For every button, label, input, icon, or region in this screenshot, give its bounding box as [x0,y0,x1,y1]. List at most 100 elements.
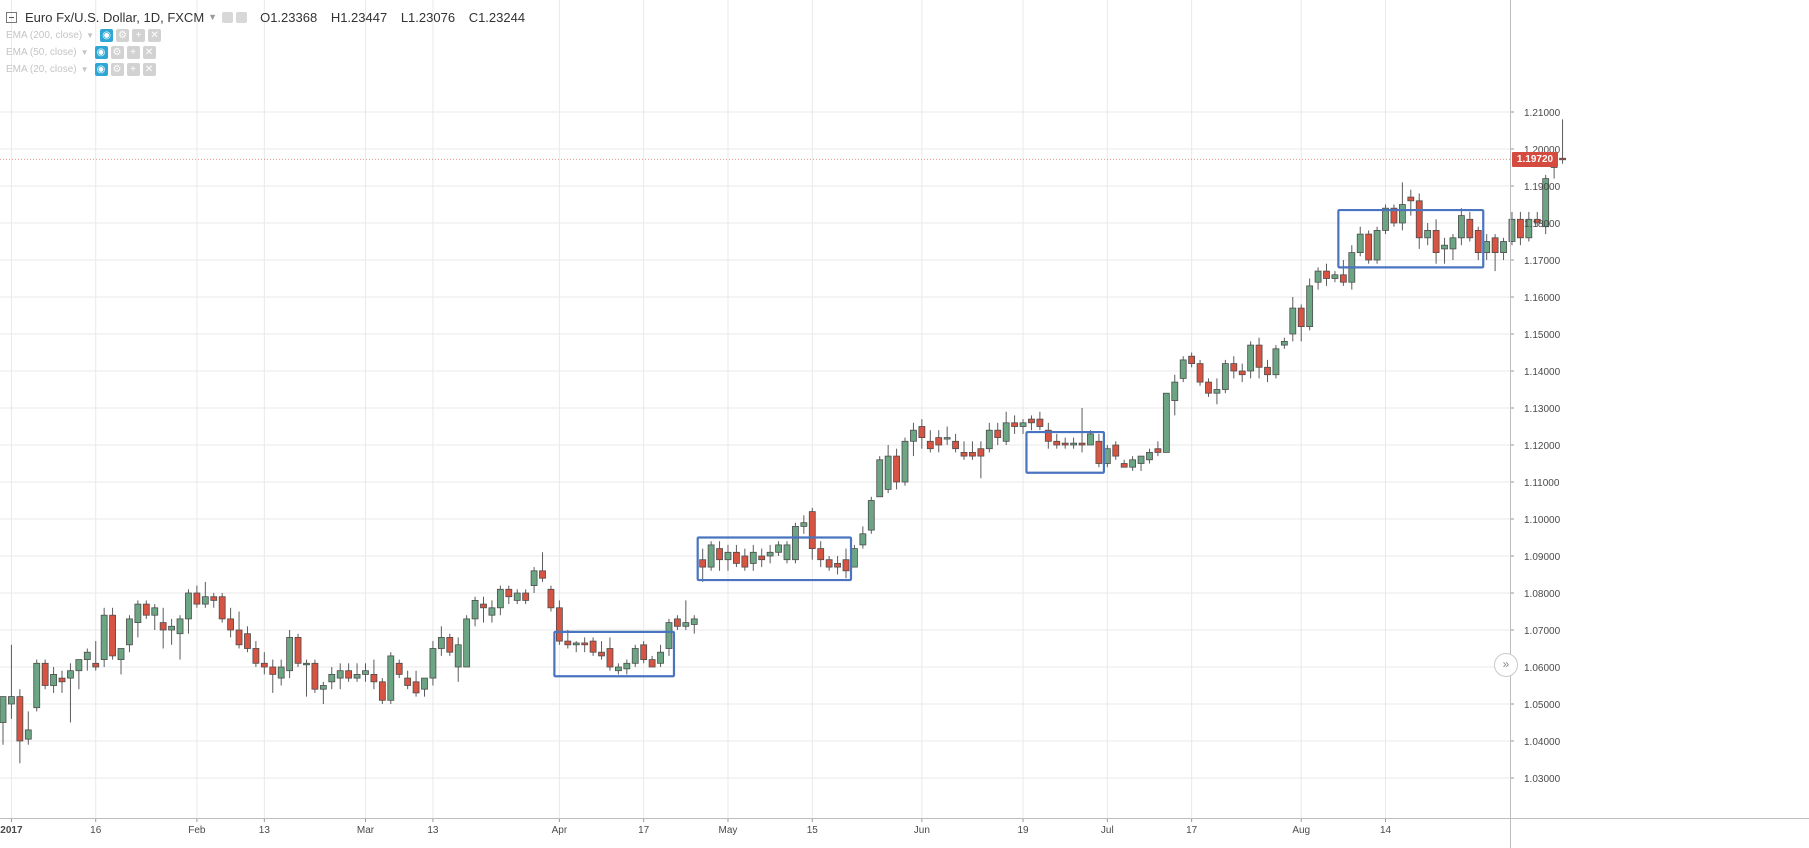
consolidation-box[interactable] [553,630,676,678]
candle-body-down [294,637,302,664]
candle-body-up [463,618,471,668]
eye-icon[interactable] [222,11,234,23]
eye-icon[interactable]: ◉ [94,63,108,76]
scroll-to-realtime-icon[interactable]: » [1494,653,1518,677]
candle [33,659,41,712]
candle [800,515,808,534]
indicator-label[interactable]: EMA (20, close) [6,64,77,75]
candle [876,456,884,498]
candle-body-down [1255,344,1263,368]
settings-icon[interactable]: ⚙ [110,46,124,59]
candle-body-up [1002,422,1010,442]
candle-body-down [1323,270,1330,279]
candle [674,615,681,630]
candle-body-up [1542,178,1550,228]
consolidation-box[interactable] [1025,430,1105,474]
settings-icon[interactable]: ⚙ [110,63,124,76]
candle-body-down [918,426,926,438]
candle-body-up [488,607,496,616]
candle [1331,271,1339,283]
plus-icon[interactable]: + [132,29,146,42]
candle [741,548,749,571]
candle-body-up [100,614,108,661]
y-tick-label: 1.07000 [1524,626,1561,637]
close-icon[interactable]: ✕ [142,46,156,59]
candle [783,541,791,564]
consolidation-box[interactable] [1337,208,1485,269]
candle-body-up [1483,241,1491,254]
consolidation-box[interactable] [696,536,853,582]
candle [859,526,867,549]
candle-body-up [530,570,538,586]
candle-body-down [480,603,487,609]
candle [994,422,1002,445]
candle [707,541,715,571]
collapse-icon[interactable] [6,11,17,23]
plus-icon[interactable]: + [126,46,140,59]
candle-body-up [454,644,462,668]
close-value: C1.23244 [468,9,526,25]
candle [1019,419,1027,434]
candle [699,548,707,582]
candle [952,433,959,453]
candle [67,663,74,723]
x-tick-label: May [719,825,738,836]
plus-icon[interactable]: + [126,63,140,76]
candle [1517,211,1524,246]
candle-body-down [1297,307,1305,328]
candle [910,422,917,457]
settings-icon[interactable] [236,11,248,23]
candle [1306,278,1314,331]
chevron-down-icon[interactable]: ▼ [80,48,89,57]
candle-body-up [1314,270,1322,283]
candle [362,663,369,682]
candle-body-up [1213,389,1221,394]
candle [1533,211,1541,227]
candle [969,441,976,460]
candle-body-down [733,551,740,564]
candle-body-down [555,607,563,642]
candle [1036,411,1044,431]
close-icon[interactable]: ✕ [148,29,162,42]
candle [1457,208,1465,246]
candle-body-down [395,662,403,675]
candle-body-up [1103,448,1111,464]
eye-icon[interactable]: ◉ [100,29,114,42]
candle [977,441,985,479]
candle [1441,237,1448,264]
indicator-label[interactable]: EMA (200, close) [6,30,83,41]
candle [1323,263,1330,286]
chevron-down-icon[interactable]: ▼ [208,12,218,22]
candle [733,544,740,568]
y-tick-label: 1.06000 [1524,663,1561,674]
candle [926,430,934,453]
symbol-title[interactable]: Euro Fx/U.S. Dollar, 1D, FXCM [25,9,205,25]
candle-body-up [1221,363,1229,390]
chevron-down-icon[interactable]: ▼ [86,31,95,40]
settings-icon[interactable]: ⚙ [116,29,130,42]
candle [496,585,504,616]
candle-body-up [1500,241,1507,254]
candle-body-down [935,437,943,446]
close-icon[interactable]: ✕ [142,63,156,76]
candle-body-down [842,559,850,572]
indicator-label[interactable]: EMA (50, close) [6,47,77,58]
chevron-down-icon[interactable]: ▼ [80,65,89,74]
candle [58,670,66,693]
y-tick-label: 1.18000 [1524,219,1561,230]
candle-body-up [1137,455,1145,464]
y-tick-label: 1.19000 [1524,182,1561,193]
candle [901,437,909,486]
x-tick-label: Feb [188,825,206,836]
y-tick-label: 1.14000 [1524,367,1561,378]
candle [404,670,412,690]
eye-icon[interactable]: ◉ [94,46,108,59]
candle [378,678,386,704]
candle [193,585,201,608]
candle [842,548,850,579]
candle [1339,260,1347,286]
candle [412,670,420,697]
candle-body-down [227,618,235,631]
